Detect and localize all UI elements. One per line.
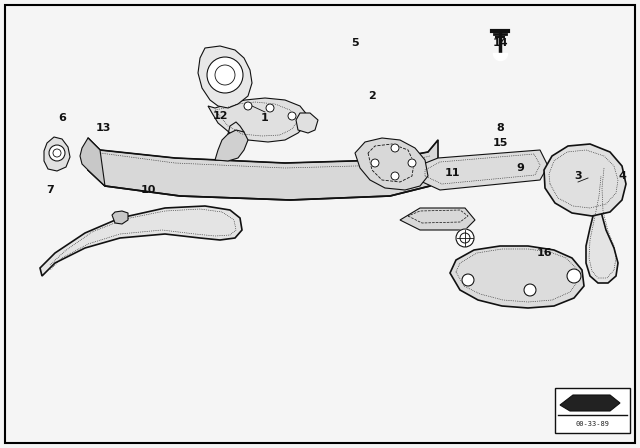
Text: 10: 10 bbox=[140, 185, 156, 195]
Text: 14: 14 bbox=[492, 38, 508, 48]
Text: 8: 8 bbox=[496, 123, 504, 133]
Text: 9: 9 bbox=[516, 163, 524, 173]
Circle shape bbox=[462, 274, 474, 286]
Text: 11: 11 bbox=[444, 168, 460, 178]
Circle shape bbox=[567, 269, 581, 283]
Text: 3: 3 bbox=[574, 171, 582, 181]
Polygon shape bbox=[112, 211, 128, 224]
Polygon shape bbox=[418, 150, 548, 190]
Polygon shape bbox=[80, 138, 105, 186]
Text: 13: 13 bbox=[95, 123, 111, 133]
Polygon shape bbox=[208, 98, 308, 142]
Polygon shape bbox=[88, 138, 438, 200]
Circle shape bbox=[456, 229, 474, 247]
Bar bbox=[555, 388, 630, 433]
Polygon shape bbox=[544, 144, 626, 216]
Text: 1: 1 bbox=[261, 113, 269, 123]
Polygon shape bbox=[450, 246, 584, 308]
Text: 5: 5 bbox=[351, 38, 359, 48]
Polygon shape bbox=[215, 130, 248, 161]
Polygon shape bbox=[586, 163, 618, 283]
Text: 16: 16 bbox=[536, 248, 552, 258]
Text: 6: 6 bbox=[58, 113, 66, 123]
Circle shape bbox=[266, 104, 274, 112]
Polygon shape bbox=[355, 138, 428, 190]
Polygon shape bbox=[198, 46, 252, 108]
Polygon shape bbox=[44, 137, 70, 171]
Text: 4: 4 bbox=[618, 171, 626, 181]
Circle shape bbox=[391, 144, 399, 152]
Circle shape bbox=[391, 172, 399, 180]
Circle shape bbox=[207, 57, 243, 93]
Text: 2: 2 bbox=[368, 91, 376, 101]
Text: 15: 15 bbox=[492, 138, 508, 148]
Text: 00-33-89: 00-33-89 bbox=[575, 421, 609, 427]
Polygon shape bbox=[40, 206, 242, 276]
Text: 7: 7 bbox=[46, 185, 54, 195]
Circle shape bbox=[288, 112, 296, 120]
Circle shape bbox=[408, 159, 416, 167]
Circle shape bbox=[371, 159, 379, 167]
Text: 12: 12 bbox=[212, 111, 228, 121]
Circle shape bbox=[49, 145, 65, 161]
Circle shape bbox=[244, 102, 252, 110]
Polygon shape bbox=[296, 113, 318, 133]
Circle shape bbox=[524, 284, 536, 296]
Polygon shape bbox=[560, 395, 620, 411]
Polygon shape bbox=[400, 208, 475, 230]
